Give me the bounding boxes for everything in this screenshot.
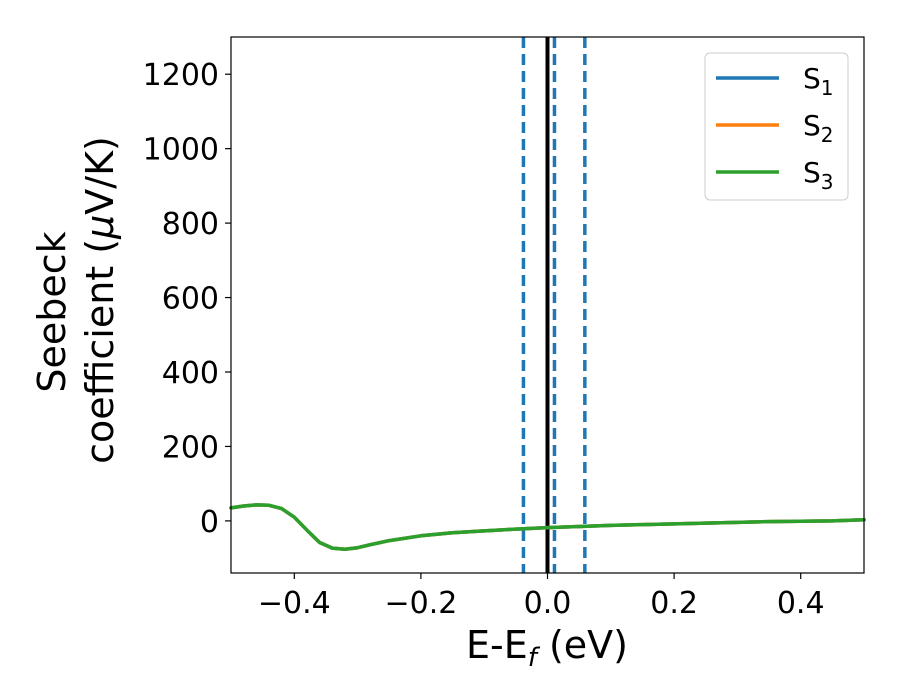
legend-label-s1: S1 — [803, 62, 834, 100]
series-lines — [229, 503, 866, 551]
y-tick-label: 200 — [162, 430, 219, 465]
y-axis-title-line2: coefficient ( — [78, 239, 122, 464]
y-axis-title-mu: μ — [78, 215, 122, 240]
y-axis-title: Seebeck coefficient (μV/K) — [30, 136, 122, 464]
y-tick-label: 0 — [200, 505, 219, 540]
svg-text:coefficient (μV/K): coefficient (μV/K) — [78, 136, 122, 464]
y-tick-label: 800 — [162, 207, 219, 242]
y-tick-label: 1000 — [143, 133, 219, 168]
y-tick-label: 1200 — [143, 58, 219, 93]
legend-label-s2: S2 — [803, 109, 834, 147]
series-line-s3 — [229, 503, 866, 551]
legend: S1 S2 S3 — [704, 52, 849, 201]
y-axis-title-line1: Seebeck — [30, 231, 74, 392]
x-tick-label: 0.2 — [650, 586, 698, 621]
svg-text:Seebeck: Seebeck — [30, 231, 74, 392]
y-axis-title-unit: V/K) — [78, 136, 122, 215]
x-tick-label: −0.4 — [258, 586, 331, 621]
y-tick-label: 600 — [162, 282, 219, 317]
x-tick-label: 0.4 — [777, 586, 825, 621]
x-tick-label: 0.0 — [524, 586, 572, 621]
y-ticks: 0 200 400 600 800 1000 1200 — [143, 58, 231, 540]
vertical-lines — [521, 37, 587, 573]
y-tick-label: 400 — [162, 356, 219, 391]
x-ticks: −0.4 −0.2 0.0 0.2 0.4 — [258, 573, 825, 621]
x-tick-label: −0.2 — [384, 586, 457, 621]
legend-label-s3: S3 — [803, 156, 834, 194]
x-axis-title: E-Ef (eV) — [466, 623, 628, 673]
